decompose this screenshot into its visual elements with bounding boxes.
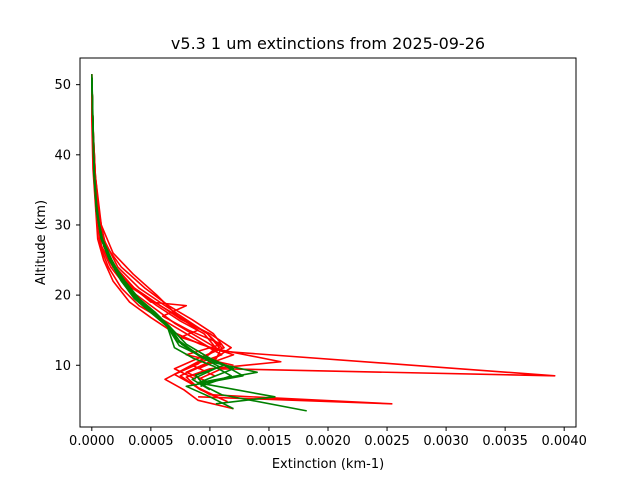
x-tick-label: 0.0020 — [305, 434, 351, 449]
y-axis: 10 20 30 40 50 — [54, 78, 80, 374]
series-line-10 — [91, 77, 223, 370]
x-tick-label: 0.0000 — [69, 434, 115, 449]
series-line-3 — [91, 77, 556, 381]
x-tick-label: 0.0015 — [246, 434, 292, 449]
x-tick-label: 0.0040 — [541, 434, 587, 449]
x-tick-label: 0.0025 — [364, 434, 410, 449]
y-tick-label: 30 — [54, 218, 71, 233]
y-tick-label: 50 — [54, 78, 71, 93]
x-axis: 0.0000 0.0005 0.0010 0.0015 0.0020 0.0025 0.00… — [69, 427, 587, 449]
y-tick-label: 40 — [54, 148, 71, 163]
x-tick-label: 0.0010 — [187, 434, 233, 449]
series-line-2 — [91, 77, 282, 400]
x-tick-label: 0.0005 — [128, 434, 174, 449]
series-line-11 — [91, 74, 244, 410]
series-line-4 — [91, 77, 393, 405]
y-tick-label: 20 — [54, 289, 71, 304]
y-tick-label: 10 — [54, 359, 71, 374]
x-axis-label: Extinction (km-1) — [272, 457, 384, 472]
y-axis-label: Altitude (km) — [34, 200, 49, 285]
series-line-15 — [91, 77, 225, 386]
chart-title: v5.3 1 um extinctions from 2025-09-26 — [171, 34, 485, 53]
x-tick-label: 0.0035 — [482, 434, 528, 449]
series-line-16 — [91, 77, 232, 388]
x-tick-label: 0.0030 — [423, 434, 469, 449]
series-group — [91, 74, 556, 412]
